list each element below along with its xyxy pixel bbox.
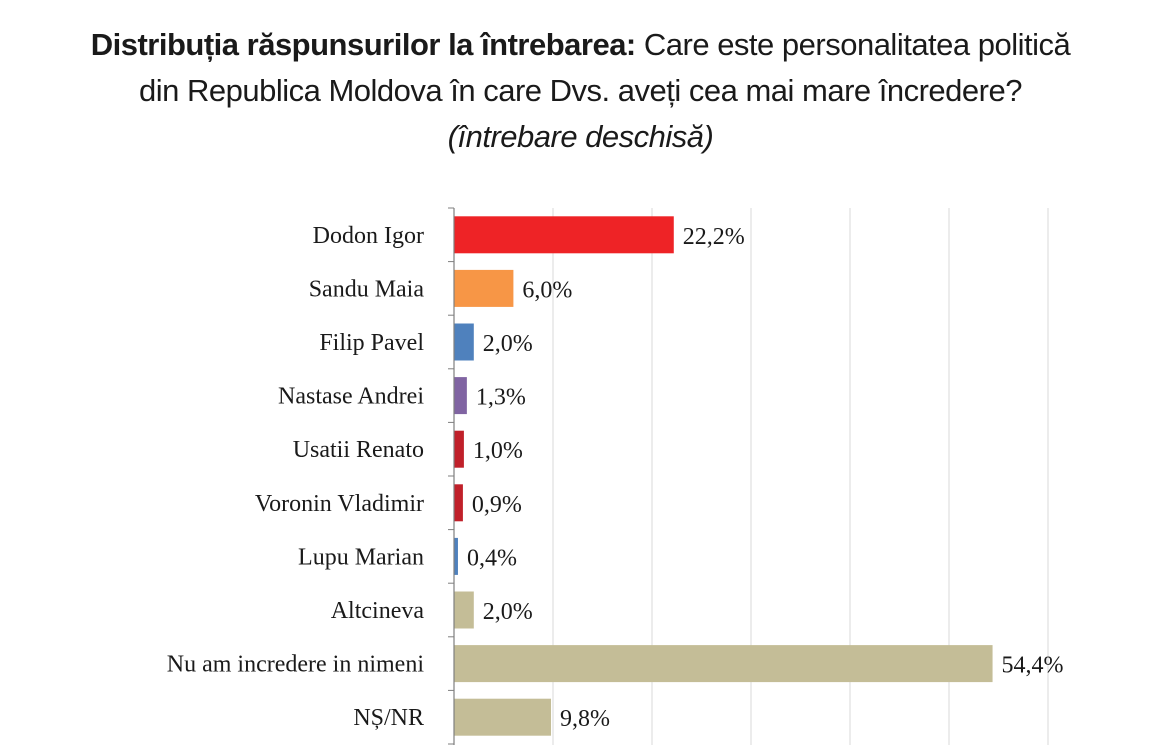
category-label: Sandu Maia (309, 276, 425, 302)
value-label: 6,0% (522, 277, 572, 303)
value-label: 0,4% (467, 545, 517, 571)
category-label: Voronin Vladimir (255, 491, 424, 517)
bar (454, 377, 467, 415)
value-label: 22,2% (683, 224, 745, 250)
bar (454, 323, 474, 361)
chart-title-rest: Care este personalitatea politică (643, 27, 1071, 62)
value-label: 2,0% (483, 331, 533, 357)
bar (454, 269, 514, 307)
category-label: Lupu Marian (298, 544, 424, 570)
bars (454, 216, 993, 736)
chart-title-block: Distribuția răspunsurilor la întrebarea:… (0, 22, 1161, 160)
value-label: 9,8% (560, 706, 610, 732)
category-label: Usatii Renato (293, 437, 424, 463)
category-label: Nastase Andrei (278, 384, 424, 410)
chart-title-line1: Distribuția răspunsurilor la întrebarea:… (0, 22, 1161, 68)
value-label: 1,0% (473, 438, 523, 464)
value-label: 54,4% (1002, 653, 1064, 679)
bar (454, 698, 552, 736)
bar (454, 216, 674, 254)
bar (454, 484, 463, 522)
chart-title-line2: din Republica Moldova în care Dvs. aveți… (139, 73, 1022, 108)
category-label: Filip Pavel (319, 330, 424, 356)
chart-subtitle: (întrebare deschisă) (447, 119, 714, 154)
bar (454, 591, 474, 629)
category-label: Nu am incredere in nimeni (167, 652, 425, 678)
bar (454, 537, 458, 575)
bar (454, 430, 464, 468)
bar (454, 645, 993, 683)
y-axis (448, 207, 455, 745)
chart-title-bold: Distribuția răspunsurilor la întrebarea: (90, 27, 637, 62)
value-label: 2,0% (483, 599, 533, 625)
category-label: NȘ/NR (353, 705, 424, 731)
value-label: 0,9% (472, 492, 522, 518)
value-label: 1,3% (476, 385, 526, 411)
category-label: Altcineva (331, 598, 425, 624)
category-label: Dodon Igor (313, 223, 424, 249)
labels: Dodon Igor 22,2% Sandu Maia 6,0% Filip Pavel… (167, 223, 1064, 732)
